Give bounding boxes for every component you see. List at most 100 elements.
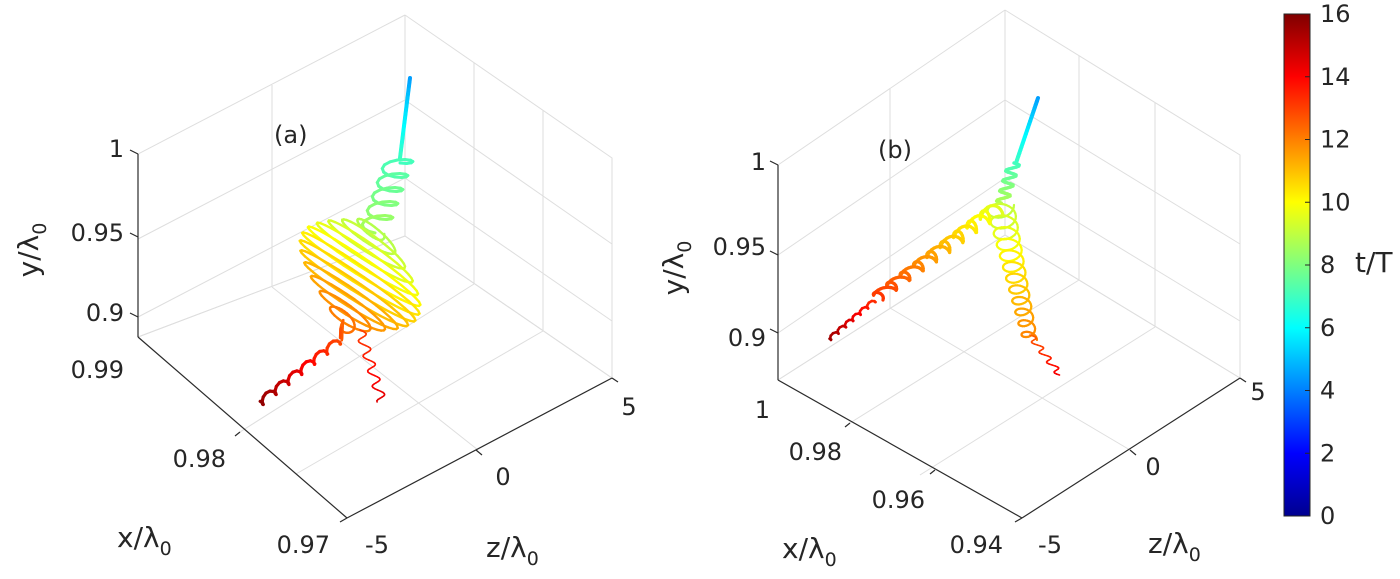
panel-a-box (129, 149, 619, 523)
panel-b-z-axis-label: z/λ0 (1148, 527, 1201, 566)
trajectory-segment (388, 284, 402, 296)
trajectory-segment (316, 283, 325, 291)
trajectory-segment (348, 275, 363, 286)
panel-b-x-tick: 0.96 (872, 486, 925, 514)
colorbar-tick-label: 0 (1320, 502, 1335, 530)
colorbar: 0 2 4 6 8 10 12 14 16 t/T (1283, 0, 1393, 530)
trajectory-segment (328, 272, 340, 281)
panel-b-y-tick: 0.95 (713, 233, 766, 261)
panel-a-x-tick: 0.98 (173, 445, 226, 473)
trajectory-segment (388, 256, 399, 265)
panel-a-z-tick: 5 (621, 393, 636, 421)
trajectory-segment (337, 268, 352, 279)
colorbar-ticks: 0 2 4 6 8 10 12 14 16 (1305, 0, 1351, 530)
trajectory-segment (342, 264, 357, 275)
trajectory-segment (335, 249, 349, 260)
panel-a-x-axis-label: x/λ0 (117, 521, 172, 560)
trajectory-segment (384, 308, 397, 316)
trajectory-segment (371, 291, 384, 302)
panel-a-z-axis-label: z/λ0 (486, 531, 539, 570)
trajectory-segment (338, 280, 353, 291)
panel-a-y-axis-label: y/λ0 (12, 223, 51, 278)
trajectory-segment (356, 290, 369, 301)
panel-b-x-axis-label: x/λ0 (782, 532, 837, 571)
trajectory-segment (303, 255, 313, 263)
trajectory-segment (327, 262, 340, 272)
colorbar-tick-label: 8 (1320, 251, 1335, 279)
trajectory-segment (338, 309, 348, 316)
panel-b-x-tick: 1 (755, 396, 770, 424)
trajectory-segment (388, 301, 401, 310)
trajectory-segment (312, 232, 321, 240)
trajectory-segment (350, 267, 366, 279)
trajectory-segment (380, 259, 393, 270)
trajectory-segment (337, 289, 351, 299)
trajectory-segment (317, 247, 331, 256)
trajectory-segment (380, 249, 391, 259)
trajectory-segment (396, 262, 405, 271)
trajectory-segment (323, 279, 333, 286)
trajectory-segment (408, 290, 417, 299)
trajectory-segment (347, 284, 360, 294)
panel-b-y-axis-label: y/λ0 (657, 241, 696, 296)
trajectory-segment (379, 239, 389, 248)
trajectory-segment (346, 257, 360, 267)
trajectory-segment (359, 226, 369, 233)
panel-b-z-tick: 0 (1145, 453, 1160, 481)
trajectory-segment (375, 304, 386, 313)
trajectory-segment (367, 309, 376, 317)
trajectory-segment (338, 260, 354, 271)
colorbar-tick-label: 6 (1320, 314, 1335, 342)
trajectory-segment (366, 229, 377, 235)
trajectory-segment (399, 273, 409, 283)
trajectory-segment (362, 237, 374, 246)
trajectory-segment (320, 239, 333, 248)
colorbar-tick-label: 16 (1320, 0, 1351, 28)
trajectory-segment (353, 298, 364, 306)
trajectory-segment (306, 237, 315, 246)
trajectory-segment (333, 238, 347, 248)
colorbar-tick-label: 4 (1320, 377, 1335, 405)
trajectory-segment (390, 266, 402, 277)
trajectory-segment (372, 234, 382, 243)
trajectory-segment (371, 243, 383, 253)
panel-a-x-tick: 0.97 (277, 531, 330, 559)
trajectory-segment (312, 264, 323, 271)
trajectory-segment (324, 232, 337, 241)
trajectory-segment (366, 230, 376, 238)
trajectory-segment (339, 272, 355, 283)
trajectory-segment (372, 319, 383, 326)
trajectory-segment (350, 250, 364, 260)
trajectory-segment (390, 306, 400, 315)
panel-b-x-tick: 0.98 (789, 438, 842, 466)
trajectory-segment (360, 283, 374, 294)
trajectory-segment (365, 268, 381, 279)
trajectory-segment (407, 299, 416, 308)
colorbar-tick-label: 10 (1320, 188, 1351, 216)
trajectory-segment (389, 273, 400, 280)
trajectory-segment (366, 297, 378, 307)
panel-a: (a) 1 0.95 0.9 0.99 0.98 0.97 -5 0 5 y/λ… (12, 14, 637, 570)
panel-b-label: (b) (878, 136, 912, 164)
trajectory-segment (330, 245, 344, 255)
trajectory-segment (1055, 373, 1061, 376)
panel-a-y-tick: 1 (109, 135, 124, 163)
trajectory-segment (339, 232, 352, 241)
trajectory-segment (337, 287, 348, 296)
trajectory-segment (379, 268, 393, 279)
panel-b-z-tick: 5 (1250, 378, 1265, 406)
panel-b-grid (777, 9, 1241, 476)
colorbar-tick-label: 12 (1320, 126, 1351, 154)
trajectory-segment (346, 227, 357, 235)
panel-a-label: (a) (274, 121, 307, 149)
trajectory-segment (353, 231, 365, 240)
trajectory-segment (341, 252, 356, 263)
trajectory-segment (377, 276, 392, 288)
panel-b-y-tick: 0.9 (728, 324, 766, 352)
trajectory-segment (309, 243, 321, 250)
trajectory-segment (397, 312, 406, 320)
trajectory-segment (381, 298, 393, 309)
trajectory-segment (382, 310, 392, 319)
trajectory-segment (360, 303, 370, 312)
colorbar-label: t/T (1355, 246, 1393, 279)
